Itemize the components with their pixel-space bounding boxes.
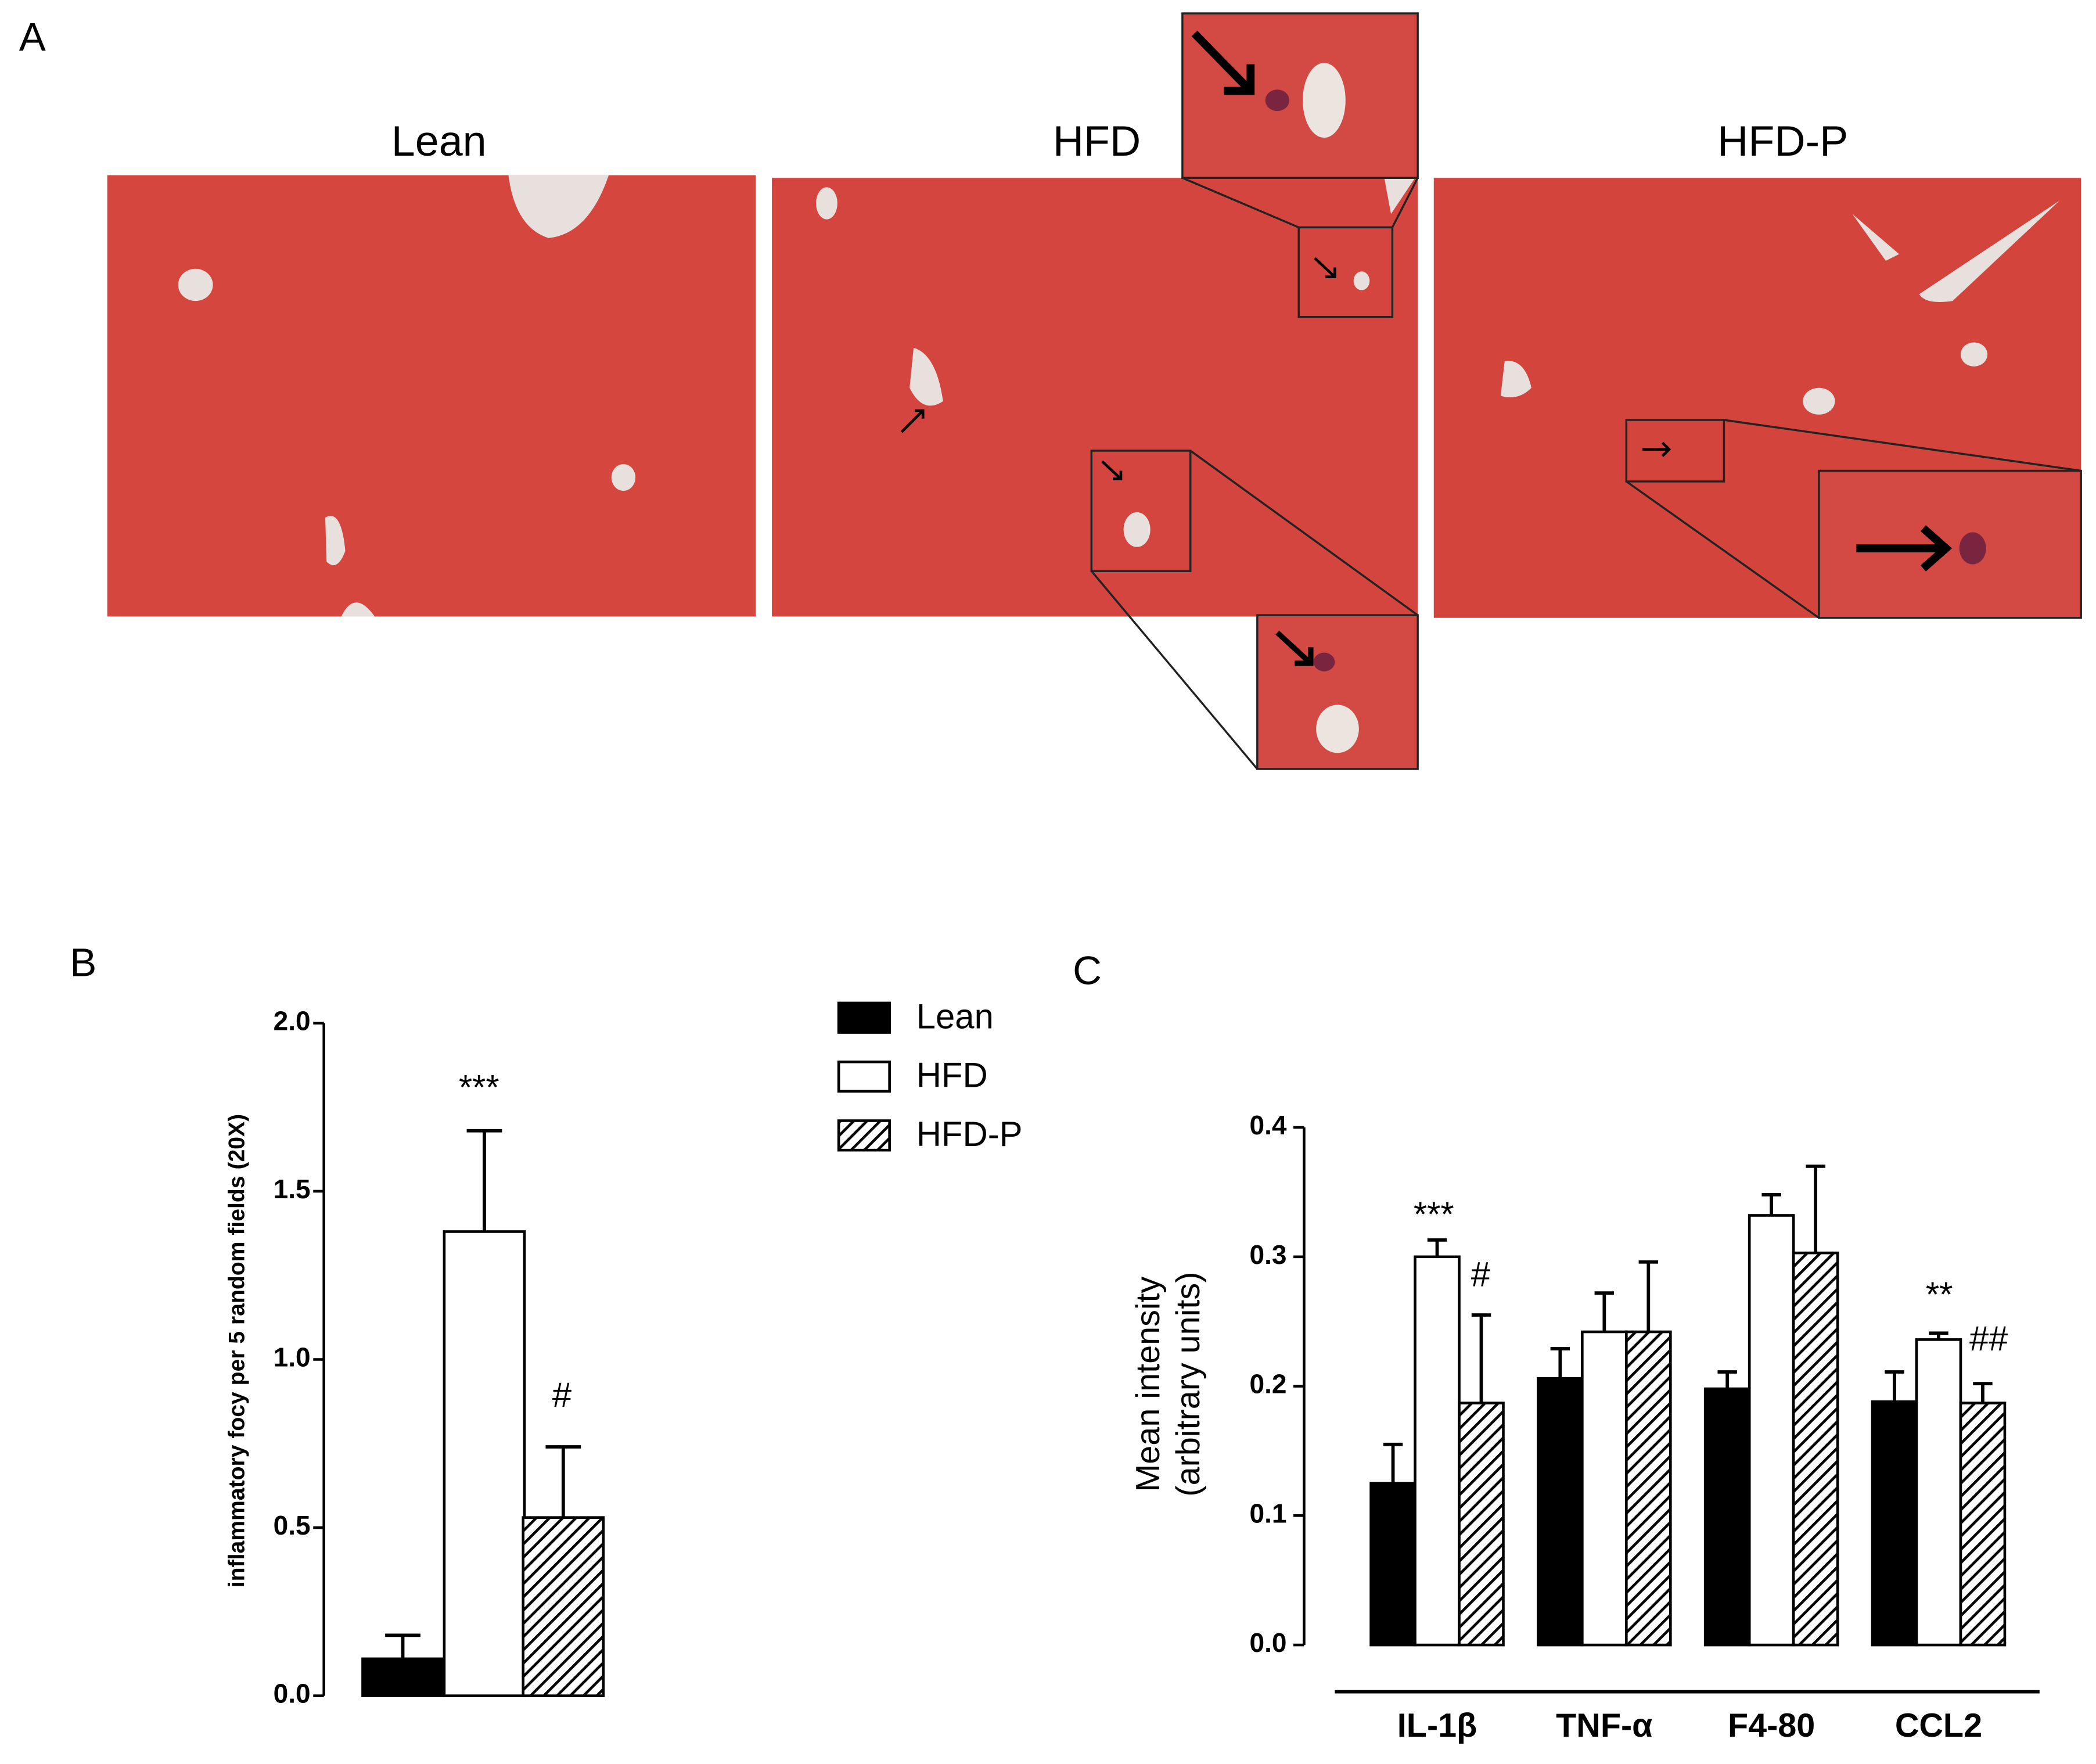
legend-swatch bbox=[837, 1060, 891, 1093]
y-tick-label: 0.1 bbox=[1249, 1498, 1286, 1528]
error-bar bbox=[1383, 1442, 1403, 1483]
error-bar bbox=[466, 1129, 502, 1232]
y-tick-label: 1.5 bbox=[274, 1174, 311, 1204]
y-tick-label: 1.0 bbox=[274, 1342, 311, 1373]
y-tick-label: 0.4 bbox=[1249, 1110, 1286, 1140]
bar bbox=[1414, 1255, 1461, 1647]
error-bar bbox=[1885, 1370, 1904, 1402]
error-bar bbox=[545, 1445, 581, 1518]
annotation: *** bbox=[459, 1068, 499, 1106]
bar bbox=[1537, 1377, 1584, 1647]
bar bbox=[1915, 1338, 1962, 1647]
error-bar bbox=[1717, 1370, 1737, 1389]
micrograph-title: Lean bbox=[391, 117, 487, 165]
error-bar bbox=[1471, 1313, 1491, 1403]
error-bar bbox=[1929, 1331, 1948, 1340]
vessel bbox=[1303, 63, 1346, 138]
y-tick-label: 2.0 bbox=[274, 1006, 311, 1036]
error-bar bbox=[1973, 1382, 1993, 1403]
vessels bbox=[178, 175, 2060, 617]
annotation: # bbox=[552, 1375, 571, 1414]
y-tick-label: 0.0 bbox=[274, 1679, 311, 1709]
bar bbox=[1871, 1400, 1918, 1647]
bar bbox=[361, 1657, 444, 1697]
y-axis-label: (arbitrary units) bbox=[1170, 1272, 1207, 1497]
y-tick-label: 0.0 bbox=[1249, 1628, 1286, 1658]
error-bar bbox=[1427, 1238, 1447, 1257]
inset bbox=[1181, 12, 1419, 179]
legend-label: HFD bbox=[916, 1056, 988, 1095]
legend-label: HFD-P bbox=[916, 1115, 1023, 1154]
error-bar bbox=[385, 1633, 420, 1659]
vessel bbox=[1316, 705, 1359, 753]
arrows bbox=[900, 30, 1953, 666]
annotation: ## bbox=[1969, 1319, 2008, 1358]
panel-label: B bbox=[70, 940, 96, 985]
micrograph bbox=[107, 175, 756, 617]
error-bar bbox=[1550, 1347, 1570, 1379]
panel-label: A bbox=[19, 14, 46, 59]
legend-swatch bbox=[837, 1119, 891, 1152]
bar bbox=[1458, 1402, 1505, 1647]
legend-swatch bbox=[837, 1001, 891, 1034]
bar bbox=[1959, 1402, 2007, 1647]
x-tick-label: CCL2 bbox=[1895, 1707, 1982, 1744]
inset-boxes bbox=[1090, 177, 2081, 770]
annotation: ** bbox=[1926, 1275, 1953, 1314]
error-bar bbox=[1638, 1260, 1659, 1332]
micrograph bbox=[772, 178, 1418, 617]
bar bbox=[1748, 1214, 1795, 1647]
bar bbox=[1792, 1251, 1839, 1647]
cell-clusters bbox=[1265, 89, 1986, 671]
legend-label: Lean bbox=[916, 997, 994, 1036]
error-bar bbox=[1806, 1164, 1825, 1253]
x-tick-label: IL-1β bbox=[1397, 1707, 1477, 1744]
bar bbox=[1581, 1330, 1628, 1647]
annotation: *** bbox=[1414, 1195, 1454, 1234]
y-tick-label: 0.3 bbox=[1249, 1240, 1286, 1270]
bar bbox=[1703, 1387, 1751, 1647]
y-tick-label: 0.2 bbox=[1249, 1369, 1286, 1399]
bar bbox=[443, 1230, 526, 1697]
legend: Lean HFD HFD-P bbox=[837, 997, 1023, 1154]
panel-label: C bbox=[1073, 947, 1102, 993]
micrographs: Lean HFD HFD-P bbox=[107, 12, 2082, 770]
micrograph-title: HFD bbox=[1053, 117, 1141, 165]
y-axis-label: Mean intensity bbox=[1130, 1276, 1167, 1492]
bar bbox=[1369, 1482, 1416, 1647]
annotation: # bbox=[1471, 1255, 1490, 1294]
error-bar bbox=[1594, 1291, 1615, 1332]
y-tick-label: 0.5 bbox=[274, 1510, 311, 1540]
y-axis-label: inflammatory focy per 5 random fields (2… bbox=[225, 1114, 250, 1587]
error-bar bbox=[1761, 1192, 1781, 1216]
bar bbox=[522, 1516, 605, 1697]
x-tick-label: F4-80 bbox=[1728, 1707, 1815, 1744]
x-tick-label: TNF-α bbox=[1556, 1707, 1652, 1744]
micrograph-title: HFD-P bbox=[1717, 117, 1848, 165]
bar bbox=[1625, 1330, 1672, 1647]
